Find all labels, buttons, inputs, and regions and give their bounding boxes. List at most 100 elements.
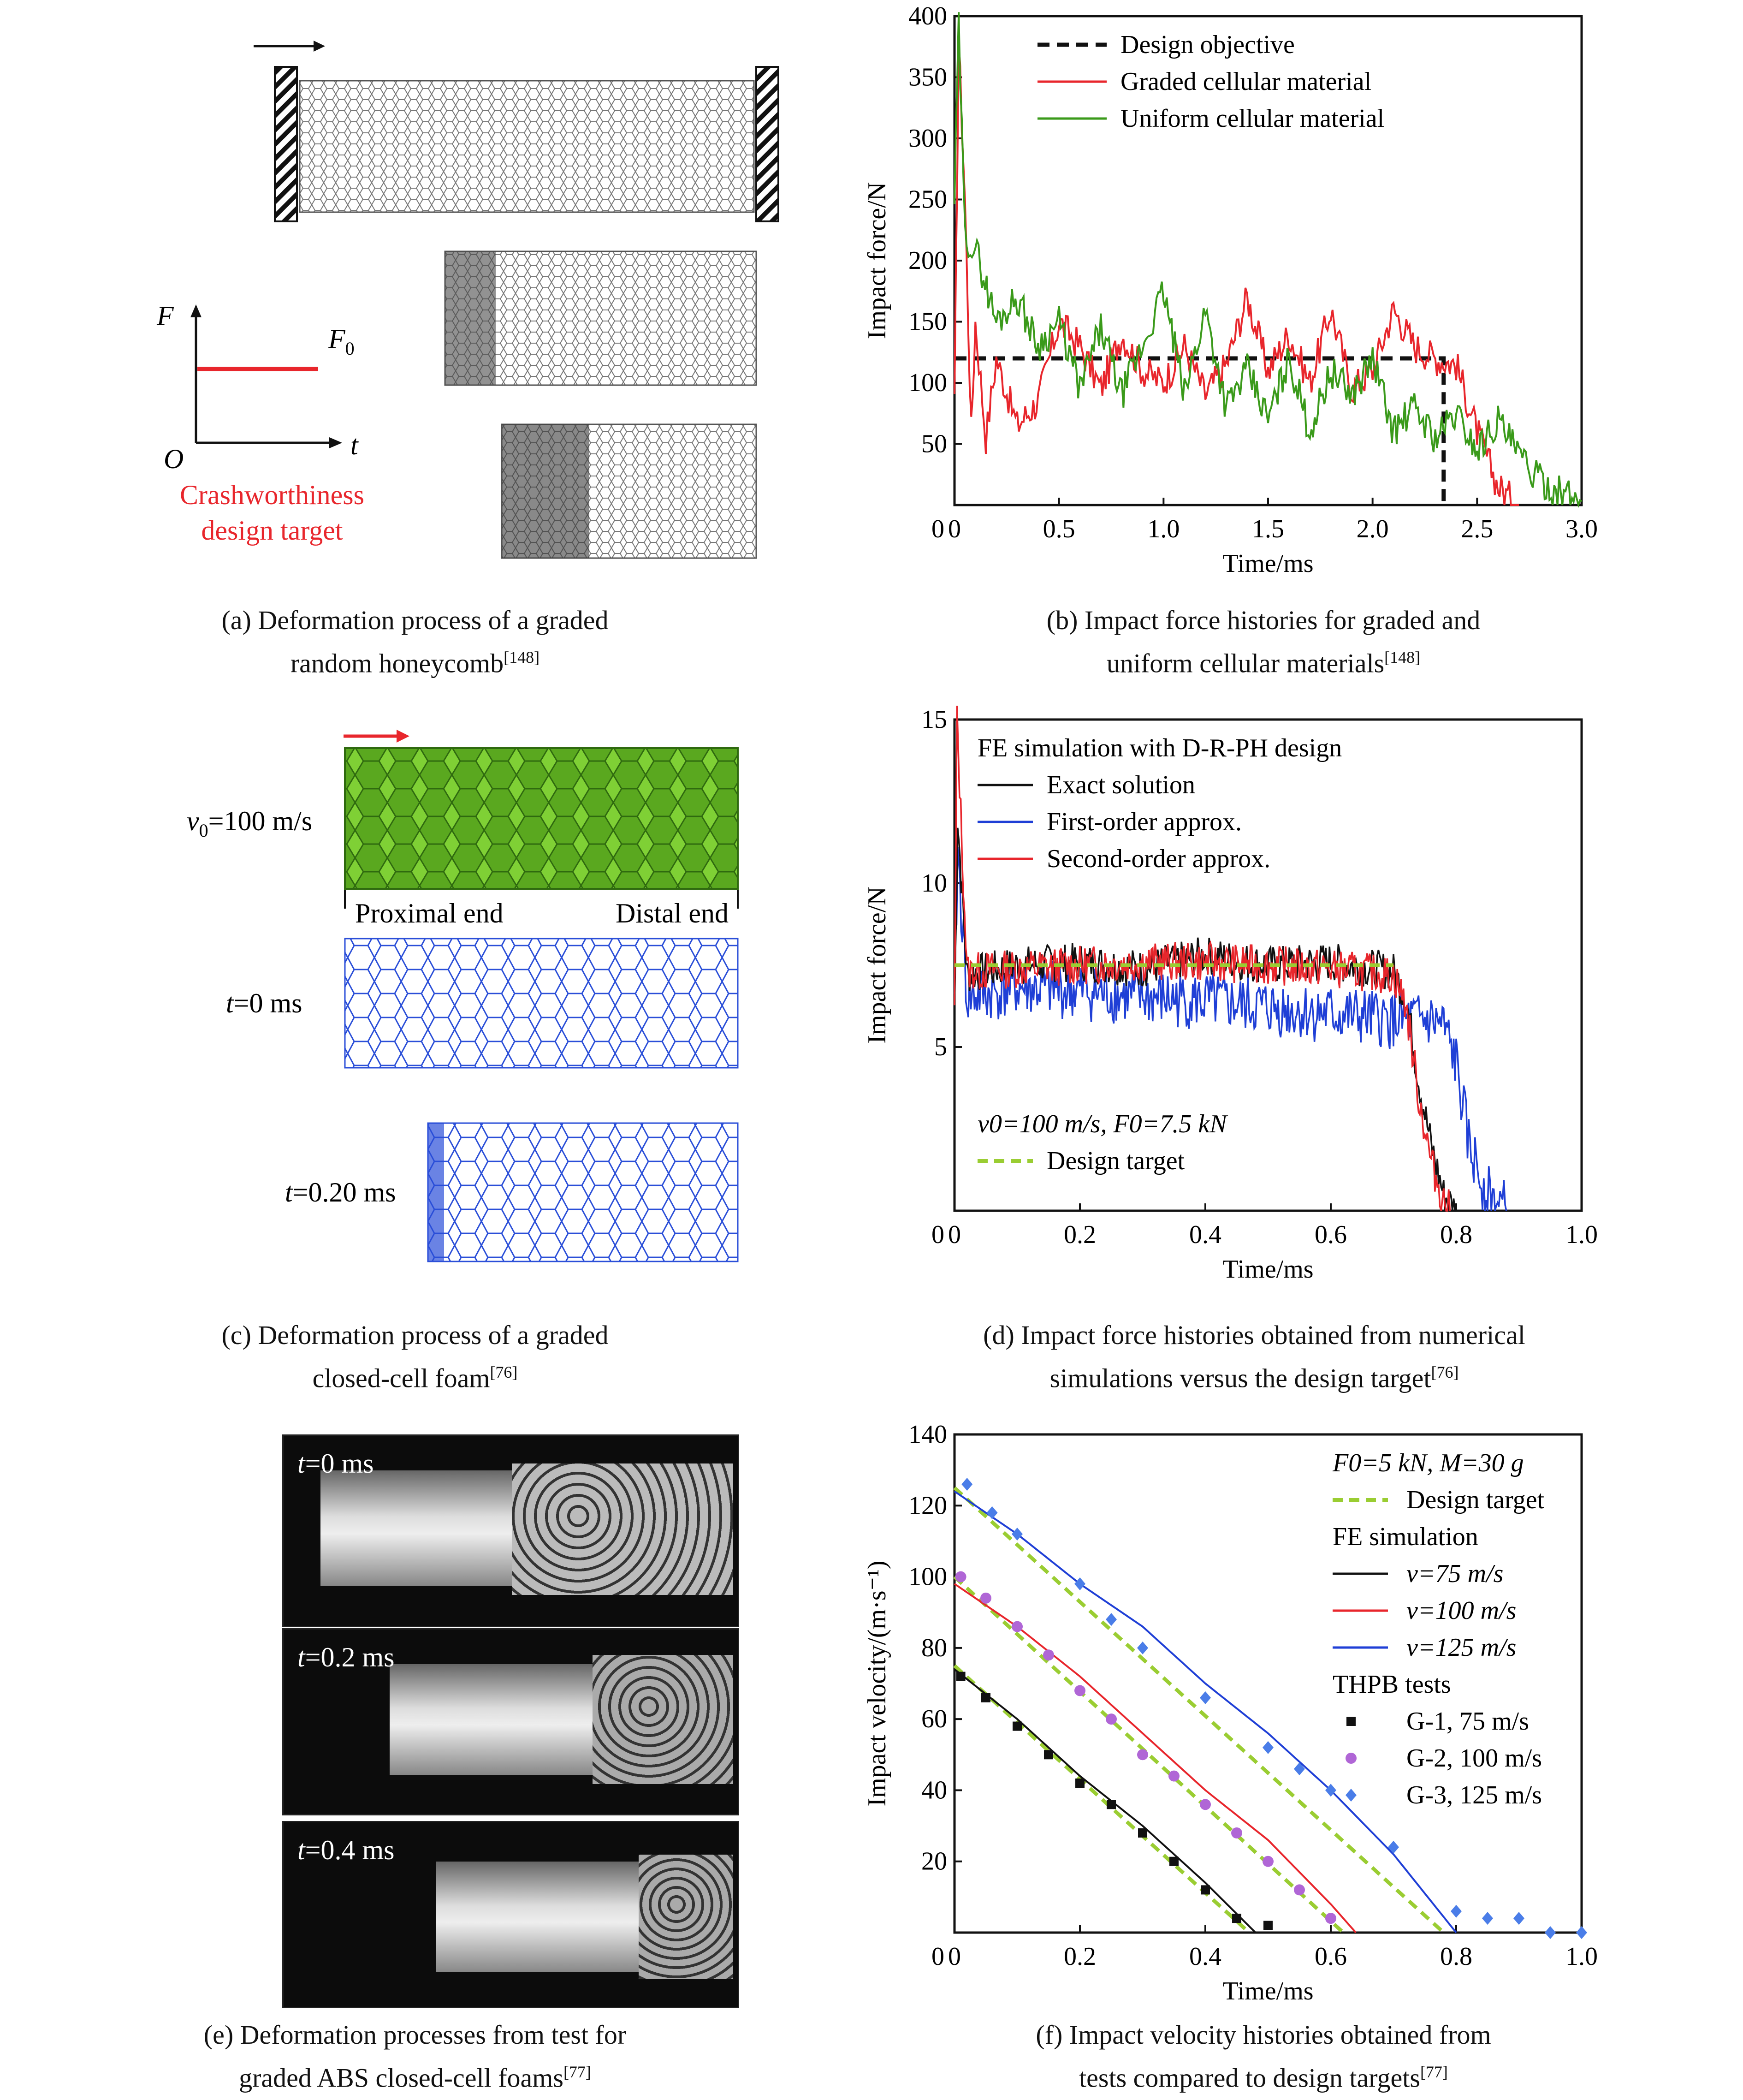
- crushed-band-mid: [445, 251, 496, 385]
- panel-c-figure: v0=100 m/s Proximal end Distal end t=0 m…: [187, 730, 739, 1262]
- chart-f-title: F0=5 kN, M=30 g: [1332, 1449, 1524, 1477]
- chart-f-legend-label: v=125 m/s: [1406, 1633, 1516, 1662]
- chart-d: 0 0.2 0.4 0.6 0.8 1.0 5 10 15 Time/ms Impact force…: [863, 704, 1598, 1284]
- chart-d-x-tick-label: 0.6: [1315, 1220, 1347, 1249]
- chart-f-y-tick-label: 60: [921, 1705, 947, 1733]
- chart-d-legend-label: Second-order approx.: [1047, 845, 1270, 873]
- chart-f-target-line: [953, 1486, 1445, 1934]
- chart-b-y-tick-label: 50: [921, 430, 947, 458]
- chart-d-legend-label: Design target: [1047, 1147, 1185, 1175]
- chart-b-legend-label: Graded cellular material: [1120, 67, 1371, 96]
- chart-f-x-tick-label: 0.4: [1189, 1942, 1221, 1971]
- chart-f-marker: [1012, 1528, 1023, 1541]
- chart-f-y-tick-label: 20: [921, 1847, 947, 1876]
- caption-e-line1: (e) Deformation processes from test for: [203, 2020, 627, 2050]
- chart-f-legend-marker: [1346, 1753, 1357, 1764]
- panel-a-figure: F t O F0 Crashworthiness design target: [156, 41, 779, 559]
- chart-d-x-axis-label: Time/ms: [1222, 1255, 1313, 1284]
- chart-f-legend-marker: [1346, 1789, 1357, 1802]
- foam-cells-2: [593, 1655, 733, 1784]
- caption-e: (e) Deformation processes from test for …: [120, 2017, 710, 2096]
- chart-b-y-tick-label: 400: [908, 2, 947, 30]
- chart-f-legend-label: G-3, 125 m/s: [1406, 1781, 1542, 1809]
- chart-f-marker: [1294, 1762, 1305, 1776]
- chart-f-marker: [981, 1693, 990, 1702]
- f-axis-arrow: [190, 304, 202, 317]
- caption-c-line1: (c) Deformation process of a graded: [221, 1320, 609, 1350]
- chart-f-marker: [1263, 1921, 1273, 1930]
- chart-b-y-tick-label: 300: [908, 124, 947, 153]
- chart-f-fe-line: [954, 1583, 1357, 1933]
- caption-a-line2: random honeycomb[148]: [290, 648, 540, 678]
- chart-f-x-tick-label: 0.8: [1440, 1942, 1472, 1971]
- proximal-end-label: Proximal end: [355, 898, 504, 928]
- chart-b-y-tick-label: 100: [908, 369, 947, 397]
- chart-f-y-tick-label: 140: [908, 1420, 947, 1449]
- chart-d-legend-label: First-order approx.: [1047, 808, 1242, 836]
- chart-d-title: FE simulation with D-R-PH design: [978, 734, 1342, 762]
- chart-f-legend-label: Design target: [1406, 1486, 1545, 1514]
- chart-f-marker: [1200, 1799, 1211, 1810]
- panel-f: 0 0.2 0.4 0.6 0.8 1.0 20 40 60 80 100 120 140 Time/ms…: [844, 1411, 1743, 2100]
- chart-f-fe-line: [954, 1490, 1457, 1933]
- chart-f-y-tick-label: 40: [921, 1776, 947, 1804]
- chart-f-legend-label: v=75 m/s: [1406, 1559, 1503, 1588]
- crushed-band-late: [502, 424, 589, 558]
- chart-d-origin-zero: 0: [931, 1220, 944, 1249]
- chart-f-target-line: [953, 1575, 1345, 1934]
- chart-f-x-tick-label: 0.2: [1064, 1942, 1096, 1971]
- caption-a-line1: (a) Deformation process of a graded: [221, 605, 609, 635]
- chart-f-legend-label: G-2, 100 m/s: [1406, 1744, 1542, 1773]
- chart-f-marker: [1545, 1926, 1556, 1939]
- chart-d-series-line: [954, 847, 1507, 1211]
- f-axis-label: F: [156, 301, 174, 331]
- photo-frame-3: t=0.4 ms: [282, 1821, 739, 2008]
- chart-b-y-axis-label: Impact force/N: [863, 182, 891, 339]
- chart-f-marker: [1294, 1884, 1305, 1896]
- velocity-arrow-head: [397, 730, 409, 743]
- chart-b-y-tick-label: 250: [908, 185, 947, 214]
- caption-d-line1: (d) Impact force histories obtained from…: [983, 1320, 1525, 1350]
- chart-f-y-tick-label: 100: [908, 1563, 947, 1591]
- chart-f-marker: [1200, 1691, 1211, 1704]
- chart-d-y-axis-label: Impact force/N: [863, 886, 891, 1043]
- chart-f-y-tick-label: 80: [921, 1634, 947, 1662]
- v0-label: v0=100 m/s: [187, 806, 312, 841]
- chart-b-x-tick-label: 1.0: [1147, 515, 1180, 543]
- frame-3-label: t=0.4 ms: [297, 1835, 395, 1865]
- t1-label: t=0.20 ms: [285, 1177, 396, 1208]
- chart-f-marker: [1325, 1784, 1336, 1797]
- chart-f-legend-header: FE simulation: [1333, 1523, 1478, 1551]
- chart-f-marker: [1232, 1914, 1241, 1923]
- chart-f-marker: [1576, 1926, 1587, 1939]
- chart-f-marker: [1137, 1749, 1148, 1761]
- caption-c: (c) Deformation process of a graded clos…: [120, 1317, 710, 1397]
- chart-f: 0 0.2 0.4 0.6 0.8 1.0 20 40 60 80 100 120 140 Time/ms…: [863, 1420, 1598, 2005]
- right-wall: [755, 66, 779, 222]
- chart-d-y-tick-label: 15: [921, 706, 947, 734]
- chart-f-marker: [1168, 1770, 1180, 1782]
- caption-d: (d) Impact force histories obtained from…: [862, 1317, 1646, 1397]
- chart-f-marker: [1074, 1685, 1085, 1696]
- chart-f-marker: [1201, 1885, 1210, 1895]
- honeycomb-mid: [444, 250, 757, 386]
- chart-f-marker: [1043, 1649, 1054, 1661]
- caption-c-line2: closed-cell foam[76]: [312, 1363, 518, 1393]
- chart-d-x-tick-label: 0.4: [1189, 1220, 1221, 1249]
- panel-a: F t O F0 Crashworthiness design target (…: [0, 0, 872, 692]
- target-label-line1: Crashworthiness: [180, 480, 364, 510]
- chart-b-x-tick-label: 3.0: [1565, 515, 1598, 543]
- chart-f-marker: [1388, 1840, 1399, 1854]
- chart-f-x-tick-label: 0: [948, 1942, 961, 1971]
- caption-d-line2: simulations versus the design target[76]: [1049, 1363, 1459, 1393]
- chart-f-marker: [1075, 1779, 1085, 1788]
- chart-f-marker: [956, 1672, 966, 1681]
- chart-f-marker: [1263, 1741, 1274, 1754]
- chart-f-marker: [1451, 1904, 1462, 1918]
- chart-f-marker: [1325, 1913, 1336, 1924]
- origin-label: O: [164, 444, 184, 474]
- chart-f-marker: [1231, 1827, 1242, 1838]
- specimen-bar-2: [390, 1664, 593, 1775]
- chart-b-origin-zero: 0: [931, 515, 944, 543]
- chart-b-series-line: [954, 44, 1519, 506]
